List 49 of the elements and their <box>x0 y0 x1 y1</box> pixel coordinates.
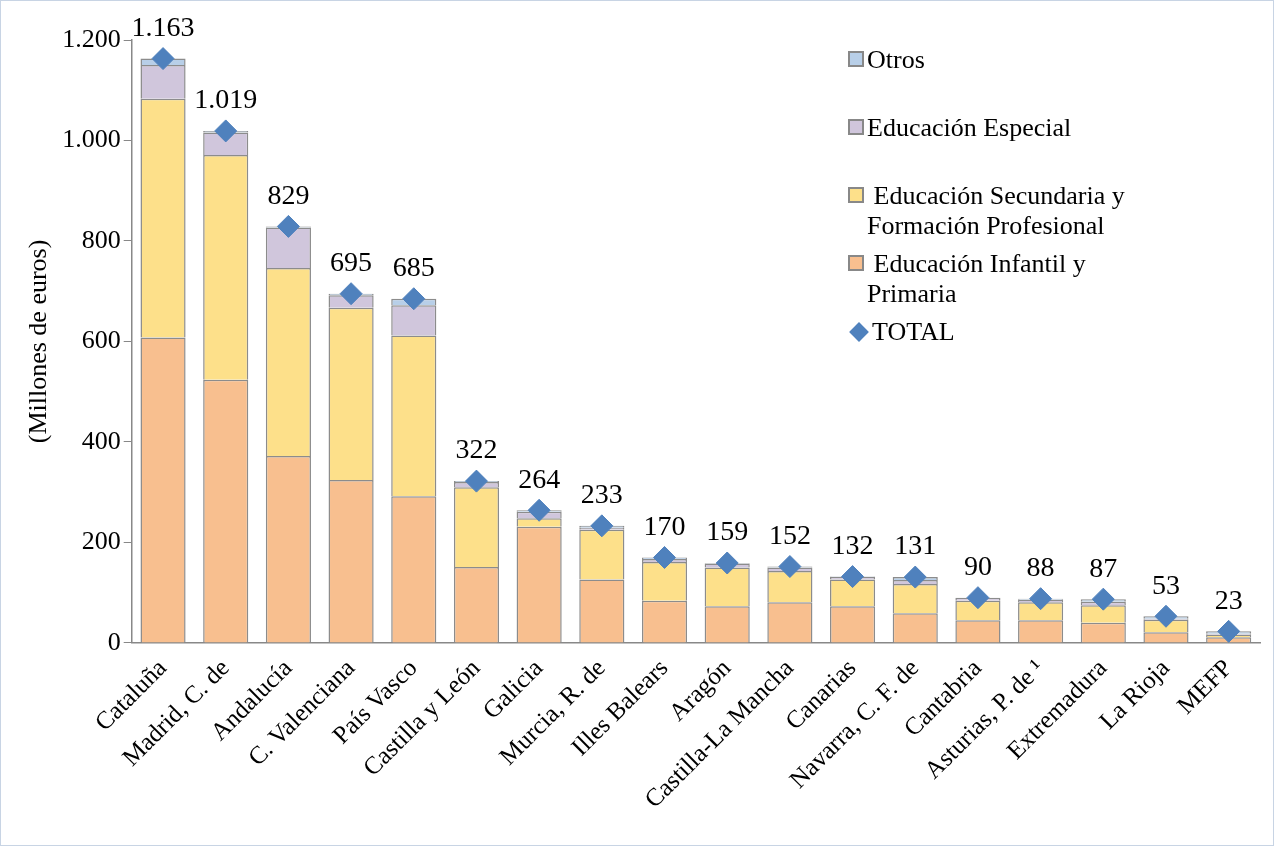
data-label: 685 <box>392 251 435 283</box>
legend-label: Educación Infantil y Primaria <box>867 249 1087 309</box>
point <box>1091 587 1115 611</box>
point <box>1154 604 1178 628</box>
data-label: 132 <box>831 528 874 560</box>
point <box>778 555 802 579</box>
data-label: 88 <box>1026 551 1055 583</box>
y-tick-label: 600 <box>81 325 121 355</box>
y-tick-label: 1.200 <box>62 23 121 53</box>
data-label: 23 <box>1214 583 1243 615</box>
legend-label: Otros <box>867 45 925 75</box>
point <box>903 565 927 589</box>
point <box>966 586 990 610</box>
y-tick-label: 0 <box>107 626 121 656</box>
data-label: 90 <box>963 550 992 582</box>
data-label: 322 <box>455 433 498 465</box>
point <box>214 119 238 143</box>
point <box>1217 619 1241 643</box>
y-tick-label: 200 <box>81 526 121 556</box>
y-tick-label: 1.000 <box>62 124 121 154</box>
y-tick-label: 400 <box>81 425 121 455</box>
point <box>590 514 614 538</box>
point <box>402 287 426 311</box>
y-tick-label: 800 <box>81 224 121 254</box>
legend-label: TOTAL <box>872 317 955 347</box>
point <box>841 565 865 589</box>
data-label: 264 <box>518 462 561 494</box>
data-label: 233 <box>580 478 623 510</box>
data-label: 829 <box>267 178 310 210</box>
legend-label: Educación Especial <box>867 113 1072 143</box>
y-axis-title: (Millones de euros) <box>23 239 53 444</box>
data-label: 170 <box>643 509 686 541</box>
data-label: 1.019 <box>194 83 258 115</box>
point <box>1029 587 1053 611</box>
data-label: 695 <box>330 246 373 278</box>
data-label: 1.163 <box>131 10 195 42</box>
point <box>464 469 488 493</box>
point <box>339 282 363 306</box>
data-label: 152 <box>768 518 811 550</box>
data-label: 53 <box>1151 568 1180 600</box>
data-label: 159 <box>706 515 749 547</box>
point <box>151 47 175 71</box>
point <box>653 545 677 569</box>
point <box>527 498 551 522</box>
point <box>276 214 300 238</box>
data-label: 131 <box>894 529 937 561</box>
legend-label: Educación Secundaria y Formación Profesional <box>867 181 1126 241</box>
point <box>715 551 739 575</box>
data-label: 87 <box>1089 551 1118 583</box>
